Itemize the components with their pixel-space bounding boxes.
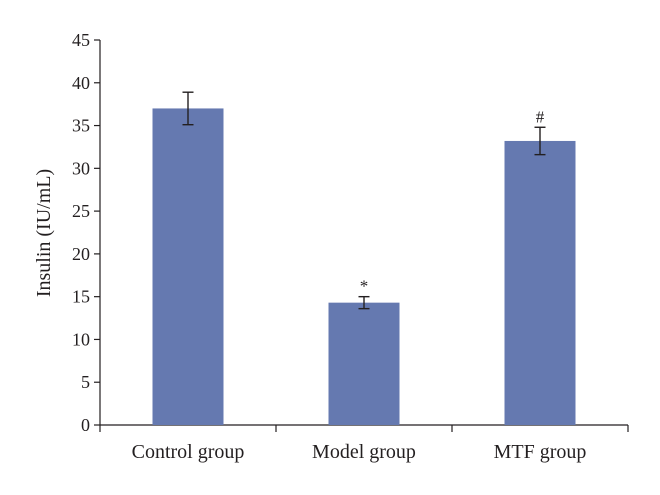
x-tick-label: Model group <box>312 441 416 463</box>
x-tick-label: MTF group <box>494 441 587 463</box>
bar <box>328 302 400 425</box>
y-tick-label: 40 <box>72 73 90 93</box>
plot-area: 0 5 10 15 20 25 30 35 40 45 Control group * Model gr… <box>72 30 629 463</box>
y-tick-label: 35 <box>72 116 90 136</box>
y-tick-label: 25 <box>72 201 90 221</box>
y-tick-label: 30 <box>72 158 90 178</box>
x-tick-label: Control group <box>132 441 245 463</box>
y-tick-label: 10 <box>72 329 90 349</box>
significance-marker: * <box>360 277 369 296</box>
y-axis-label: Insulin (IU/mL) <box>33 169 55 297</box>
y-tick-label: 20 <box>72 244 90 264</box>
y-tick-label: 15 <box>72 287 90 307</box>
y-tick-label: 45 <box>72 30 90 50</box>
significance-marker: # <box>536 107 545 126</box>
bar <box>504 140 576 425</box>
bar <box>152 108 224 425</box>
y-tick-label: 0 <box>81 415 90 435</box>
y-tick-label: 5 <box>81 372 90 392</box>
